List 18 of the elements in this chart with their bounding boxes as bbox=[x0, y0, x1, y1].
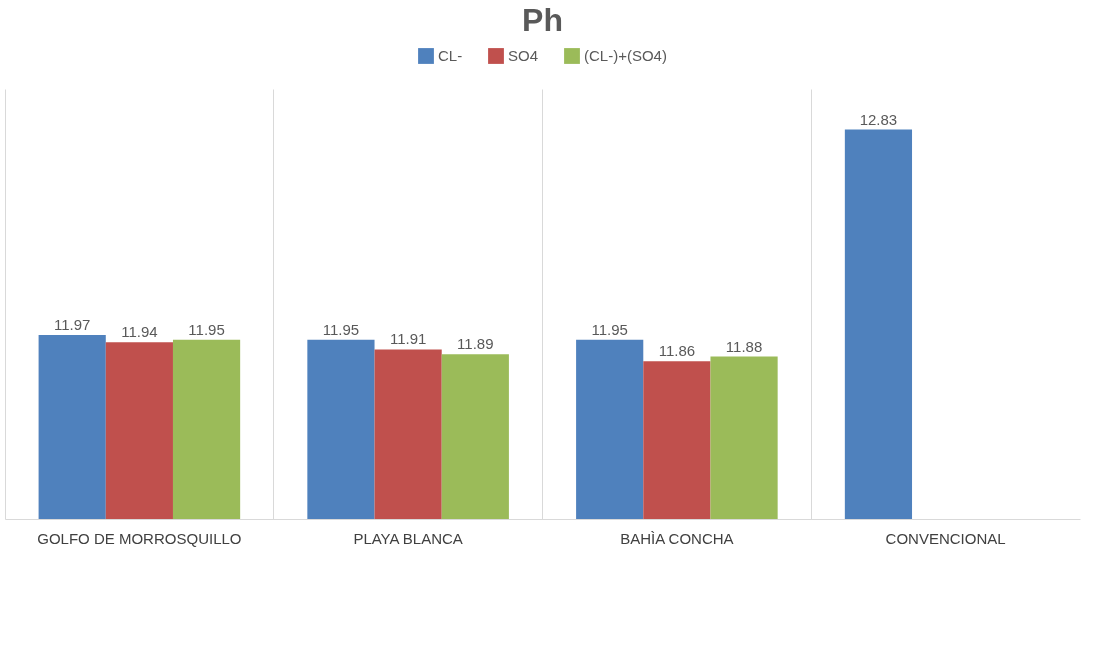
data-label: 11.89 bbox=[457, 335, 494, 353]
data-label: 11.95 bbox=[591, 320, 628, 338]
data-label: 11.97 bbox=[53, 316, 91, 334]
data-label: 11.88 bbox=[725, 337, 763, 355]
data-label: 11.91 bbox=[389, 330, 427, 348]
data-label: 11.95 bbox=[188, 320, 225, 338]
x-tick-label: GOLFO DE MORROSQUILLO bbox=[37, 529, 242, 547]
legend-label: SO4 bbox=[508, 47, 539, 64]
chart-title: Ph bbox=[522, 2, 563, 38]
x-tick-label: PLAYA BLANCA bbox=[353, 529, 463, 547]
data-label: 11.94 bbox=[121, 323, 158, 341]
data-label: 11.95 bbox=[322, 320, 360, 338]
legend-label: (CL-)+(SO4) bbox=[584, 47, 667, 64]
x-tick-label: BAHÌA CONCHA bbox=[620, 529, 734, 547]
data-label: 11.86 bbox=[658, 342, 696, 360]
legend-label: CL- bbox=[438, 47, 463, 64]
x-tick-label: CONVENCIONAL bbox=[885, 529, 1006, 547]
data-label: 12.83 bbox=[859, 110, 898, 128]
